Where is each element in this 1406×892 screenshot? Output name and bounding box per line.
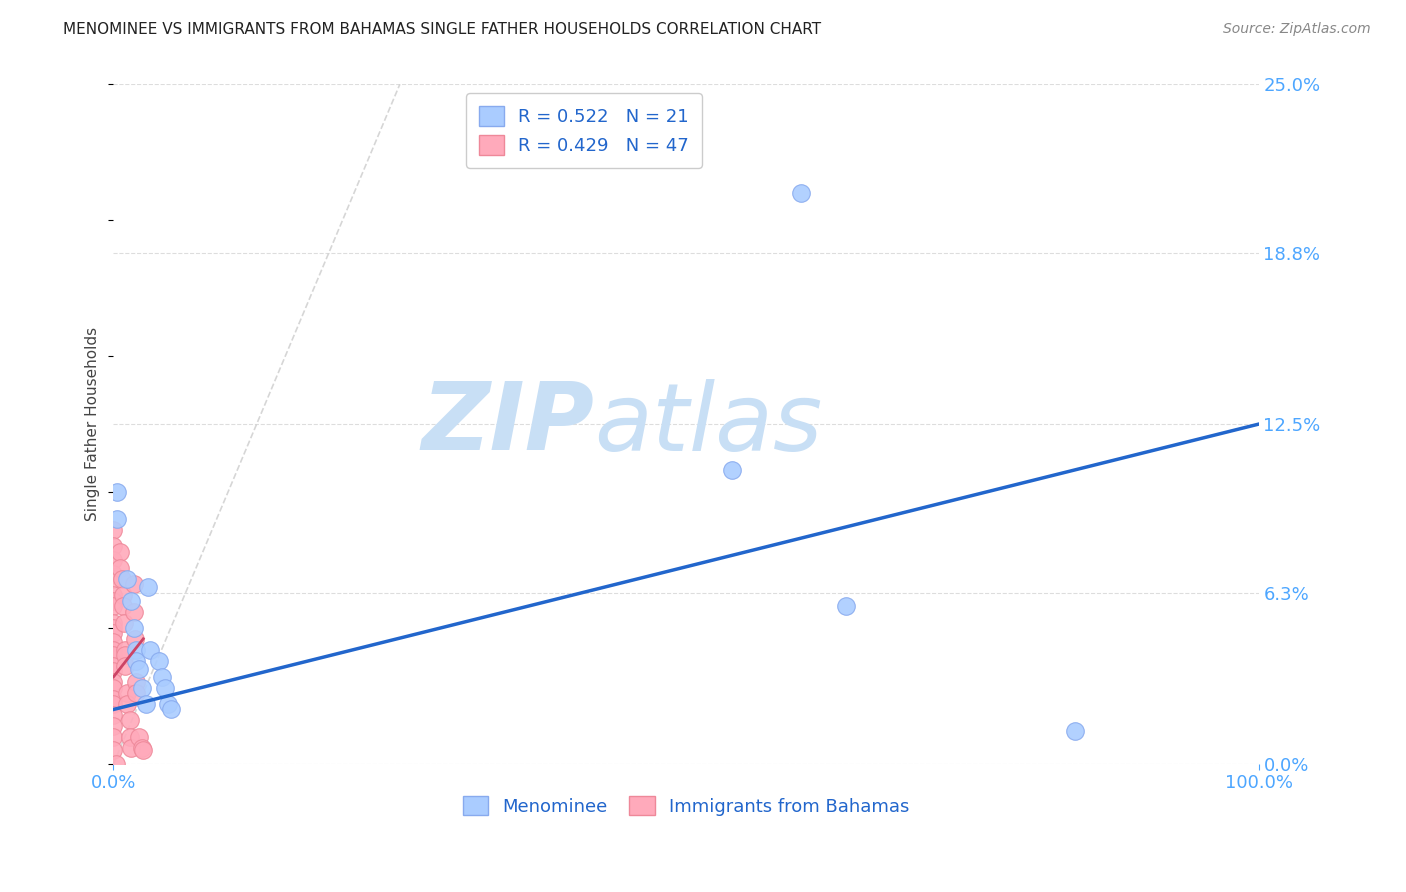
Point (103, 681, 125, 695)
Point (131, 681, 153, 695)
Point (128, 730, 150, 744)
Point (103, 572, 125, 586)
Point (103, 588, 125, 602)
Point (157, 697, 180, 711)
Point (103, 523, 125, 537)
Point (125, 642, 148, 657)
Point (153, 681, 176, 695)
Point (103, 719, 125, 733)
Point (103, 634, 125, 648)
Point (120, 740, 142, 755)
Point (103, 626, 125, 640)
Point (105, 512, 128, 526)
Point (103, 621, 125, 635)
Point (110, 545, 132, 559)
Point (103, 697, 125, 711)
Point (159, 702, 181, 716)
Point (118, 730, 141, 744)
Point (103, 691, 125, 706)
Point (115, 686, 138, 700)
Point (114, 648, 136, 662)
Point (103, 707, 125, 722)
Point (111, 588, 134, 602)
Point (1064, 724, 1087, 739)
Point (114, 659, 136, 673)
Point (114, 642, 136, 657)
Point (103, 599, 125, 614)
Text: ZIP: ZIP (422, 378, 595, 470)
Point (103, 648, 125, 662)
Point (103, 540, 125, 554)
Point (115, 697, 138, 711)
Point (111, 599, 134, 614)
Point (112, 615, 135, 630)
Point (103, 730, 125, 744)
Point (103, 594, 125, 608)
Point (115, 572, 138, 586)
Point (125, 654, 148, 668)
Point (103, 615, 125, 630)
Point (120, 594, 142, 608)
Point (104, 756, 127, 771)
Point (148, 654, 170, 668)
Point (103, 553, 125, 567)
Text: Source: ZipAtlas.com: Source: ZipAtlas.com (1223, 22, 1371, 37)
Point (103, 665, 125, 679)
Y-axis label: Single Father Households: Single Father Households (86, 327, 100, 521)
Point (103, 642, 125, 657)
Point (125, 675, 148, 690)
Point (124, 632, 146, 646)
Point (125, 686, 148, 700)
Text: atlas: atlas (595, 378, 823, 469)
Point (103, 659, 125, 673)
Point (110, 572, 132, 586)
Point (122, 577, 145, 591)
Point (105, 485, 128, 500)
Point (103, 566, 125, 581)
Point (135, 697, 157, 711)
Point (721, 463, 744, 477)
Point (122, 621, 145, 635)
Text: MENOMINEE VS IMMIGRANTS FROM BAHAMAS SINGLE FATHER HOUSEHOLDS CORRELATION CHART: MENOMINEE VS IMMIGRANTS FROM BAHAMAS SIN… (63, 22, 821, 37)
Point (103, 743, 125, 757)
Point (122, 605, 145, 619)
Point (128, 662, 150, 676)
Point (136, 580, 159, 594)
Point (789, 186, 811, 201)
Legend: Menominee, Immigrants from Bahamas: Menominee, Immigrants from Bahamas (456, 789, 917, 822)
Point (131, 740, 153, 755)
Point (150, 670, 173, 684)
Point (132, 743, 155, 757)
Point (118, 714, 141, 728)
Point (835, 599, 858, 614)
Point (103, 675, 125, 690)
Point (110, 561, 132, 575)
Point (139, 642, 162, 657)
